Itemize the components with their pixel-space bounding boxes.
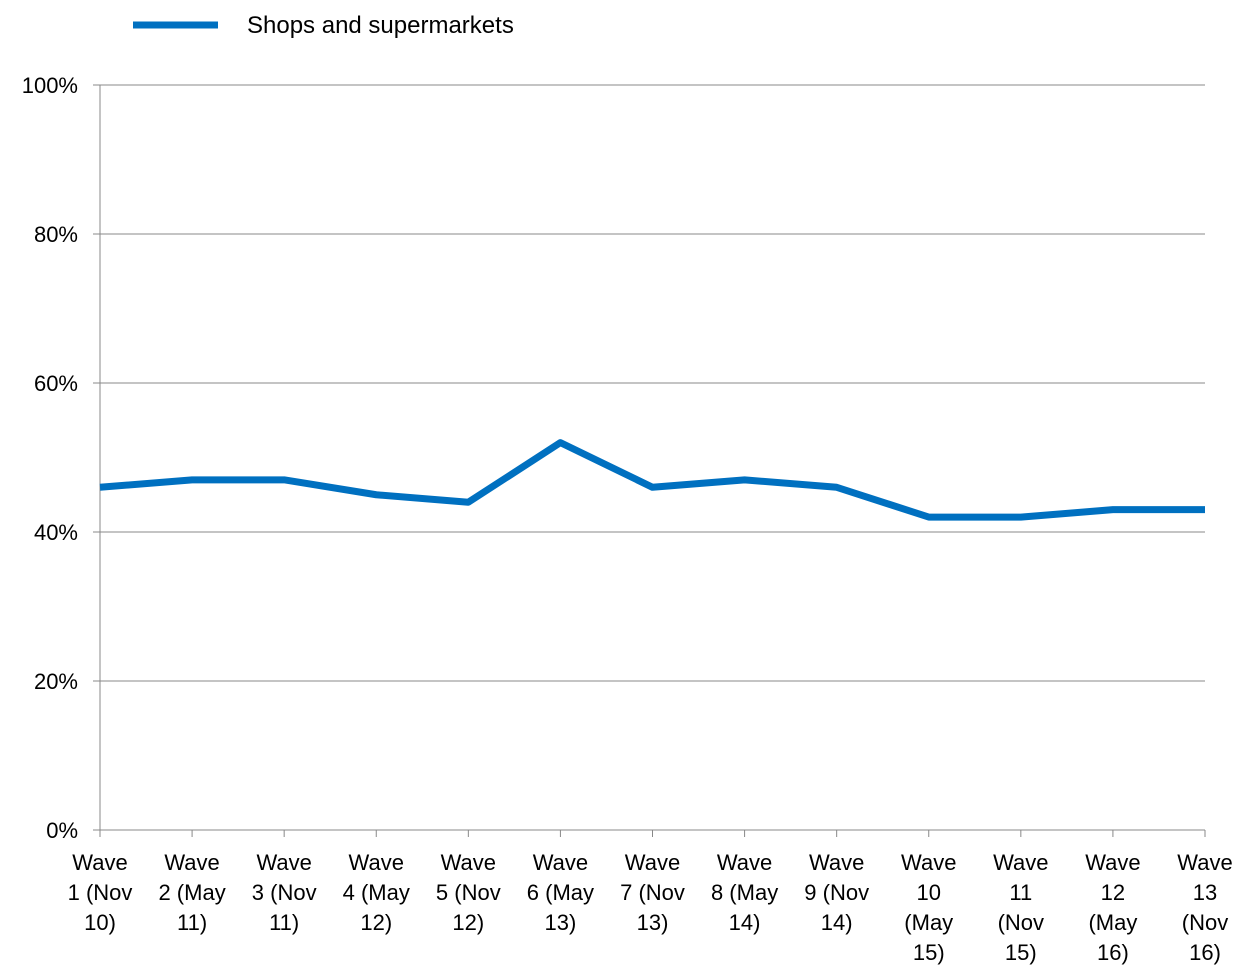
x-tick-label-line: 2 (May <box>158 880 225 905</box>
x-tick-label-line: (May <box>1088 910 1137 935</box>
x-axis-ticks: Wave 1 (Nov 10)Wave 2 (May 11)Wave 3 (Nov 11)W… <box>68 830 1233 965</box>
x-tick-label-line: Wave <box>533 850 588 875</box>
y-tick-label: 100% <box>22 73 78 98</box>
y-tick-label: 40% <box>34 520 78 545</box>
legend: Shops and supermarkets <box>133 12 514 39</box>
x-tick-label-line: (Nov <box>998 910 1044 935</box>
x-tick-label-line: (May <box>904 910 953 935</box>
x-tick-label-line: 15) <box>913 940 945 965</box>
x-tick-label: Wave 10 (May 15) <box>901 850 956 965</box>
x-tick-label-line: 5 (Nov <box>436 880 501 905</box>
x-tick-label: Wave 9 (Nov 14) <box>804 850 869 935</box>
x-tick-label-line: Wave <box>901 850 956 875</box>
x-tick-label-line: 16) <box>1097 940 1129 965</box>
x-tick-label-line: 16) <box>1189 940 1221 965</box>
x-tick-label: Wave 2 (May 11) <box>158 850 225 935</box>
series-line <box>99 439 1205 521</box>
x-tick-label-line: Wave <box>1085 850 1140 875</box>
x-tick-label-line: 11) <box>177 910 207 935</box>
x-tick-label-line: 13 <box>1193 880 1217 905</box>
x-tick-label-line: 13) <box>545 910 577 935</box>
y-tick-label: 80% <box>34 222 78 247</box>
x-tick-label-line: Wave <box>1177 850 1232 875</box>
x-tick-label-line: 12) <box>452 910 484 935</box>
x-tick-label-line: 7 (Nov <box>620 880 685 905</box>
x-tick-label-line: 9 (Nov <box>804 880 869 905</box>
x-tick-label-line: Wave <box>441 850 496 875</box>
x-tick-label: Wave 11 (Nov 15) <box>993 850 1048 965</box>
x-tick-label: Wave 5 (Nov 12) <box>436 850 501 935</box>
series-layer <box>99 439 1205 521</box>
x-tick-label-line: 14) <box>729 910 761 935</box>
x-tick-label-line: Wave <box>256 850 311 875</box>
x-tick-label-line: Wave <box>164 850 219 875</box>
x-tick-label-line: 13) <box>637 910 669 935</box>
axes <box>99 85 1205 831</box>
x-tick-label-line: Wave <box>809 850 864 875</box>
x-tick-label-line: 11) <box>269 910 299 935</box>
x-tick-label-line: 4 (May <box>343 880 410 905</box>
y-axis-ticks: 0% 20% 40% 60% 80% 100% <box>22 73 100 843</box>
x-tick-label: Wave 8 (May 14) <box>711 850 778 935</box>
x-tick-label-line: 14) <box>821 910 853 935</box>
x-tick-label-line: Wave <box>625 850 680 875</box>
x-tick-label-line: Wave <box>717 850 772 875</box>
x-tick-label-line: 8 (May <box>711 880 778 905</box>
y-tick-label: 0% <box>46 818 78 843</box>
x-tick-label-line: 10) <box>84 910 116 935</box>
y-tick-label: 20% <box>34 669 78 694</box>
x-tick-label: Wave 7 (Nov 13) <box>620 850 685 935</box>
x-tick-label: Wave 1 (Nov 10) <box>68 850 133 935</box>
x-tick-label: Wave 12 (May 16) <box>1085 850 1140 965</box>
x-tick-label-line: Wave <box>72 850 127 875</box>
x-tick-label-line: 11 <box>1009 880 1032 905</box>
x-tick-label: Wave 13 (Nov 16) <box>1177 850 1232 965</box>
x-tick-label: Wave 4 (May 12) <box>343 850 410 935</box>
x-tick-label: Wave 6 (May 13) <box>527 850 594 935</box>
x-tick-label-line: Wave <box>349 850 404 875</box>
y-tick-label: 60% <box>34 371 78 396</box>
x-tick-label-line: 12) <box>360 910 392 935</box>
x-tick-label-line: 10 <box>917 880 941 905</box>
x-tick-label-line: 6 (May <box>527 880 594 905</box>
legend-label: Shops and supermarkets <box>247 12 514 39</box>
x-tick-label-line: 3 (Nov <box>252 880 317 905</box>
x-tick-label-line: (Nov <box>1182 910 1228 935</box>
x-tick-label-line: 15) <box>1005 940 1037 965</box>
gridlines <box>100 84 1205 682</box>
x-tick-label: Wave 3 (Nov 11) <box>252 850 317 935</box>
x-tick-label-line: 12 <box>1101 880 1125 905</box>
x-tick-label-line: 1 (Nov <box>68 880 133 905</box>
x-tick-label-line: Wave <box>993 850 1048 875</box>
